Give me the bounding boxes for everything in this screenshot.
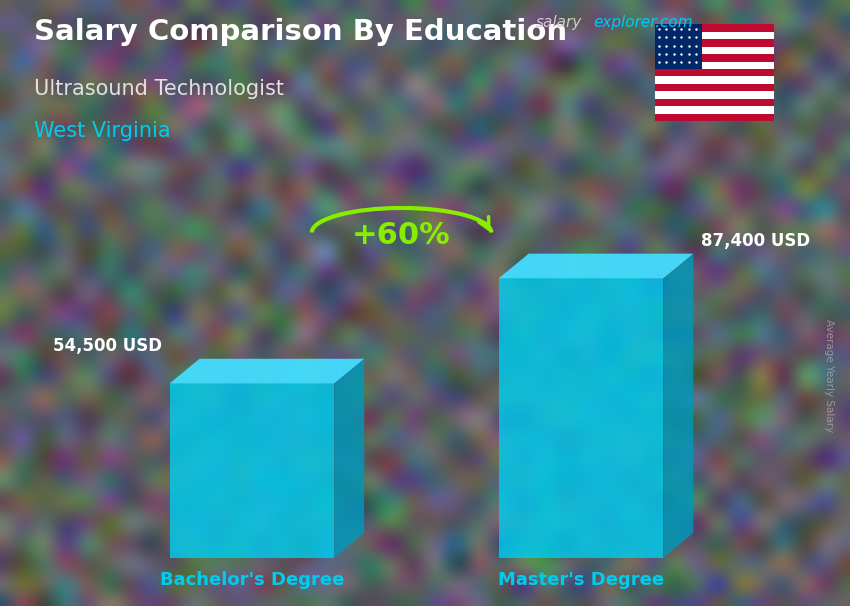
Bar <box>654 54 774 62</box>
Text: +60%: +60% <box>352 221 450 250</box>
Bar <box>654 76 774 84</box>
Text: salary: salary <box>536 15 581 30</box>
Bar <box>654 47 774 54</box>
Text: 87,400 USD: 87,400 USD <box>700 232 810 250</box>
Bar <box>654 84 774 92</box>
Polygon shape <box>170 359 364 384</box>
Polygon shape <box>663 254 694 558</box>
Bar <box>654 24 702 69</box>
Polygon shape <box>334 359 364 558</box>
Bar <box>654 24 774 32</box>
Bar <box>654 62 774 69</box>
Text: 54,500 USD: 54,500 USD <box>54 338 162 355</box>
Text: Ultrasound Technologist: Ultrasound Technologist <box>34 79 284 99</box>
Bar <box>654 69 774 76</box>
Bar <box>654 106 774 114</box>
Polygon shape <box>170 384 334 558</box>
Bar <box>654 39 774 47</box>
Polygon shape <box>499 278 663 558</box>
Bar <box>654 99 774 106</box>
Text: Average Yearly Salary: Average Yearly Salary <box>824 319 834 432</box>
Bar <box>654 32 774 39</box>
Bar <box>654 114 774 121</box>
Text: explorer.com: explorer.com <box>593 15 693 30</box>
Text: West Virginia: West Virginia <box>34 121 171 141</box>
Bar <box>654 92 774 99</box>
Text: Salary Comparison By Education: Salary Comparison By Education <box>34 18 567 46</box>
Polygon shape <box>499 254 694 278</box>
